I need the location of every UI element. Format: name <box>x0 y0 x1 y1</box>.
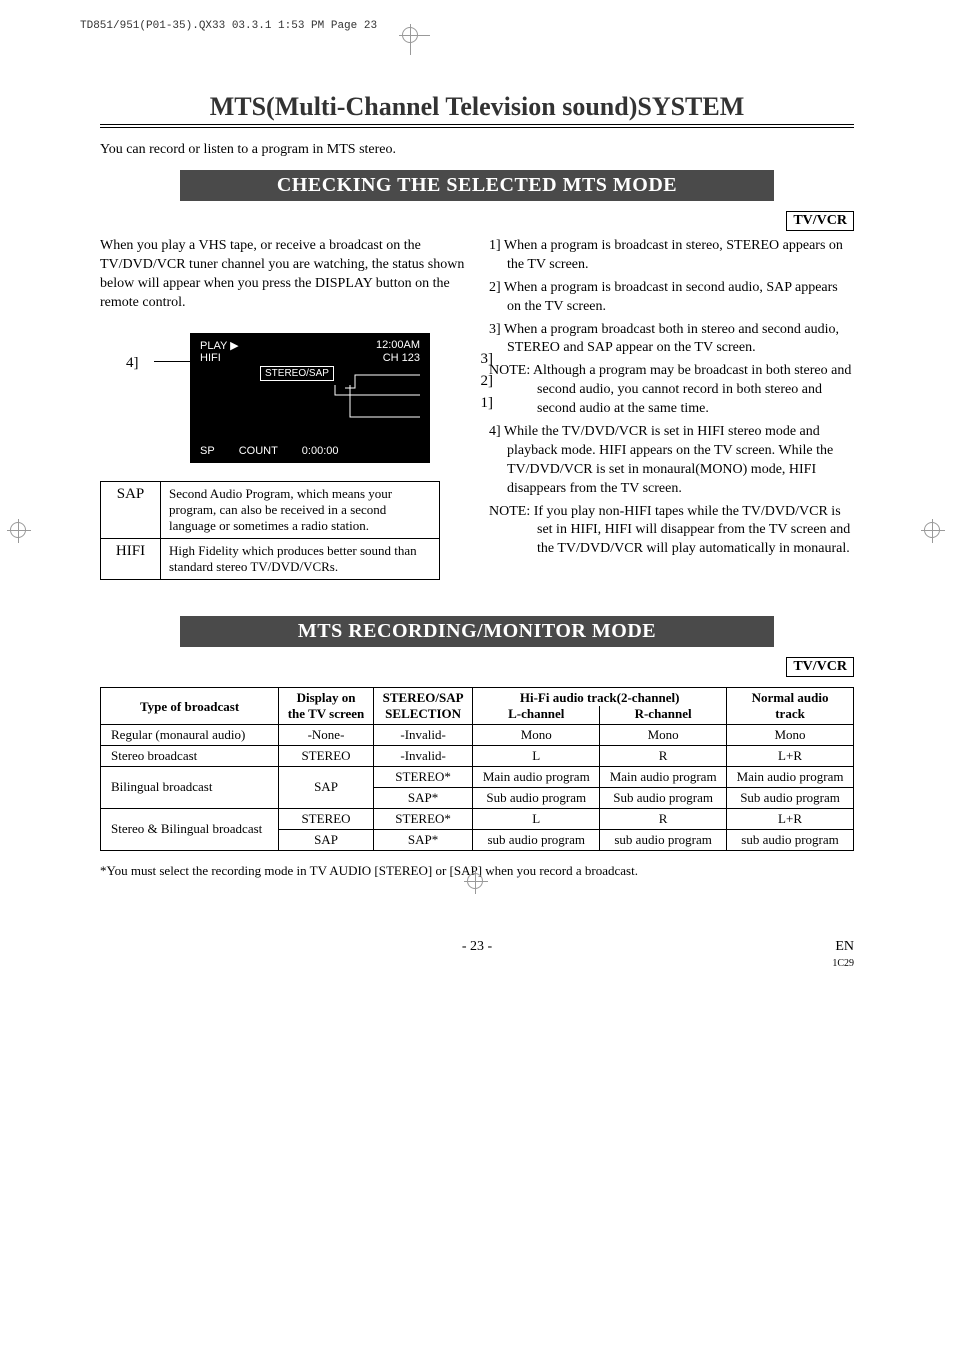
cell: Main audio program <box>473 766 600 787</box>
crop-mark-right <box>922 520 946 544</box>
cell: SAP* <box>373 829 472 850</box>
page-lang: EN 1C29 <box>832 939 854 971</box>
mode-tag: TV/VCR <box>786 211 854 231</box>
col-display: Display on <box>279 687 374 706</box>
osd-callout-lines <box>300 373 420 433</box>
osd-channel: CH 123 <box>383 352 420 364</box>
page-title: MTS(Multi-Channel Television sound)SYSTE… <box>100 92 854 124</box>
intro-text: You can record or listen to a program in… <box>100 142 854 158</box>
osd-hifi: HIFI <box>200 352 221 364</box>
col-selection: STEREO/SAP <box>373 687 472 706</box>
hifi-label: HIFI <box>101 538 161 579</box>
cell: R <box>600 745 727 766</box>
cell: L+R <box>727 745 854 766</box>
table-row: Stereo broadcast STEREO -Invalid- L R L+… <box>101 745 854 766</box>
cell: STEREO* <box>373 808 472 829</box>
osd-diagram: 4] PLAY ▶ 12:00AM HIFI CH 123 STEREO/SAP <box>130 333 465 463</box>
left-paragraph: When you play a VHS tape, or receive a b… <box>100 237 465 313</box>
cell: sub audio program <box>600 829 727 850</box>
cell: L+R <box>727 808 854 829</box>
callout-1: 1] <box>481 395 494 412</box>
crop-mark-top <box>400 25 430 55</box>
page-code: 1C29 <box>832 958 854 969</box>
callout-2: 2] <box>481 373 494 390</box>
col-hifi: Hi-Fi audio track(2-channel) <box>473 687 727 706</box>
sap-text: Second Audio Program, which means your p… <box>161 481 440 538</box>
cell: L <box>473 745 600 766</box>
cell: STEREO <box>279 745 374 766</box>
cell: Main audio program <box>600 766 727 787</box>
table-row: Regular (monaural audio) -None- -Invalid… <box>101 724 854 745</box>
cell: Sub audio program <box>600 787 727 808</box>
cell: STEREO <box>279 808 374 829</box>
cell: Mono <box>473 724 600 745</box>
print-header: TD851/951(P01-35).QX33 03.3.1 1:53 PM Pa… <box>60 20 894 32</box>
item-4: 4] While the TV/DVD/VCR is set in HIFI s… <box>489 423 854 499</box>
col-l: L-channel <box>473 706 600 725</box>
crop-mark-bottom <box>465 871 489 895</box>
page-number: - 23 - <box>100 939 854 955</box>
sap-label: SAP <box>101 481 161 538</box>
mts-recording-table: Type of broadcast Display on STEREO/SAP … <box>100 687 854 851</box>
table-row: Bilingual broadcast SAP STEREO* Main aud… <box>101 766 854 787</box>
cell: R <box>600 808 727 829</box>
table-row: HIFI High Fidelity which produces better… <box>101 538 440 579</box>
osd-sp: SP <box>200 445 215 457</box>
cell: SAP* <box>373 787 472 808</box>
table-row: Stereo & Bilingual broadcast STEREO STER… <box>101 808 854 829</box>
mode-tag-2: TV/VCR <box>786 657 854 677</box>
cell: SAP <box>279 766 374 808</box>
cell: Sub audio program <box>473 787 600 808</box>
callout-3: 3] <box>481 351 494 368</box>
crop-mark-left <box>8 520 32 544</box>
cell: -Invalid- <box>373 724 472 745</box>
col-display-sub: the TV screen <box>279 706 374 725</box>
osd-count-label: COUNT <box>239 445 278 457</box>
osd-screen: PLAY ▶ 12:00AM HIFI CH 123 STEREO/SAP <box>190 333 430 463</box>
cell-type: Regular (monaural audio) <box>101 724 279 745</box>
cell-type: Bilingual broadcast <box>101 766 279 808</box>
cell: Mono <box>600 724 727 745</box>
cell-type: Stereo broadcast <box>101 745 279 766</box>
col-type: Type of broadcast <box>101 687 279 724</box>
hifi-text: High Fidelity which produces better soun… <box>161 538 440 579</box>
section-banner-checking: CHECKING THE SELECTED MTS MODE <box>180 170 774 201</box>
osd-time: 12:00AM <box>376 339 420 352</box>
table-row: SAP Second Audio Program, which means yo… <box>101 481 440 538</box>
cell: sub audio program <box>473 829 600 850</box>
definitions-table: SAP Second Audio Program, which means yo… <box>100 481 440 580</box>
item-1: 1] When a program is broadcast in stereo… <box>489 237 854 275</box>
item-3: 3] When a program broadcast both in ster… <box>489 321 854 359</box>
cell: Sub audio program <box>727 787 854 808</box>
section-banner-recording: MTS RECORDING/MONITOR MODE <box>180 616 774 647</box>
cell: L <box>473 808 600 829</box>
item-2: 2] When a program is broadcast in second… <box>489 279 854 317</box>
cell: -None- <box>279 724 374 745</box>
osd-counter: 0:00:00 <box>302 445 339 457</box>
col-normal: Normal audio <box>727 687 854 706</box>
title-rule <box>100 124 854 128</box>
cell: STEREO* <box>373 766 472 787</box>
col-normal-sub: track <box>727 706 854 725</box>
table-header-row: Type of broadcast Display on STEREO/SAP … <box>101 687 854 706</box>
osd-play: PLAY ▶ <box>200 339 239 352</box>
cell-type: Stereo & Bilingual broadcast <box>101 808 279 850</box>
cell: SAP <box>279 829 374 850</box>
cell: Main audio program <box>727 766 854 787</box>
callout-4: 4] <box>126 355 139 372</box>
col-r: R-channel <box>600 706 727 725</box>
cell: -Invalid- <box>373 745 472 766</box>
cell: Mono <box>727 724 854 745</box>
cell: sub audio program <box>727 829 854 850</box>
col-selection-sub: SELECTION <box>373 706 472 725</box>
note-1: NOTE: Although a program may be broadcas… <box>489 362 854 419</box>
note-2: NOTE: If you play non-HIFI tapes while t… <box>489 503 854 560</box>
